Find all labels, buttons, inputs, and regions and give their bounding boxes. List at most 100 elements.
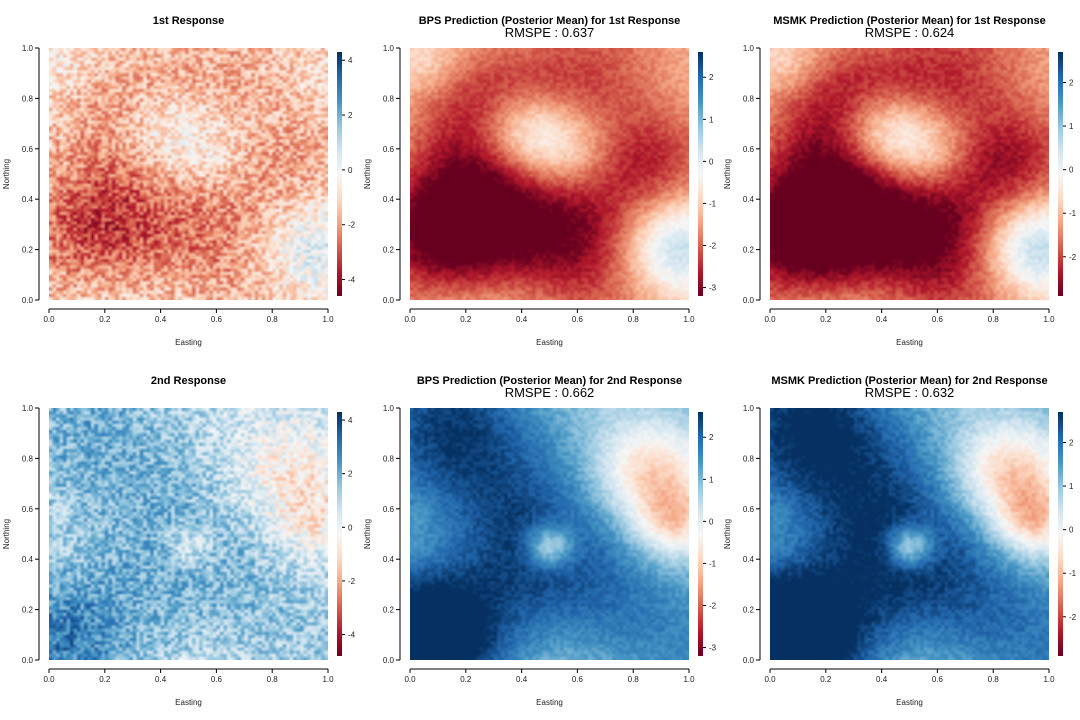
y-tick-label: 0.8 (743, 454, 755, 463)
x-axis-label: Easting (536, 338, 563, 347)
y-tick-label: 0.6 (22, 145, 34, 154)
x-axis-label: Easting (896, 338, 923, 347)
y-tick-label: 0.4 (743, 195, 755, 204)
colorbar-tick-label: 2 (709, 73, 714, 82)
y-tick-label: 0.4 (383, 555, 395, 564)
y-axis-label: Northing (723, 159, 732, 189)
x-tick-label: 0.6 (572, 675, 584, 684)
y-axis-label: Northing (723, 519, 732, 549)
heatmap-image (770, 408, 1049, 660)
x-axis-label: Easting (536, 698, 563, 707)
y-tick-label: 0.4 (383, 195, 395, 204)
y-tick-label: 0.8 (383, 454, 395, 463)
y-axis: 0.0 0.2 0.4 0.6 0.8 1.0 Northing (2, 44, 40, 305)
colorbar-gradient (1058, 52, 1063, 296)
y-tick-label: 1.0 (743, 44, 755, 53)
x-tick-label: 0.2 (460, 675, 472, 684)
x-tick-label: 1.0 (322, 675, 334, 684)
colorbar-tick-label: 0 (1069, 166, 1074, 175)
x-tick-label: 0.4 (155, 315, 167, 324)
y-tick-label: 1.0 (383, 44, 395, 53)
colorbar-tick-label: 2 (709, 433, 714, 442)
colorbar-tick-label: -3 (709, 284, 717, 293)
colorbar-tick-label: -4 (348, 276, 356, 285)
colorbar-tick-label: -3 (709, 644, 717, 653)
x-tick-label: 0.8 (988, 315, 1000, 324)
x-tick-label: 1.0 (1043, 675, 1055, 684)
panel-title: 1st Response (153, 15, 225, 27)
x-axis: 0.0 0.2 0.4 0.6 0.8 1.0 Easting (43, 308, 334, 347)
colorbar: -2 -1 0 1 2 (1058, 412, 1077, 656)
x-axis: 0.0 0.2 0.4 0.6 0.8 1.0 Easting (404, 668, 695, 707)
x-tick-label: 0.0 (43, 675, 55, 684)
y-tick-label: 0.0 (383, 296, 395, 305)
y-axis: 0.0 0.2 0.4 0.6 0.8 1.0 Northing (363, 44, 401, 305)
colorbar-tick-label: 1 (709, 475, 714, 484)
x-axis: 0.0 0.2 0.4 0.6 0.8 1.0 Easting (764, 668, 1055, 707)
x-axis-label: Easting (175, 338, 202, 347)
y-tick-label: 0.6 (743, 145, 755, 154)
colorbar-tick-label: 1 (709, 115, 714, 124)
x-tick-label: 0.4 (155, 675, 167, 684)
x-tick-label: 0.6 (932, 675, 944, 684)
heatmap-image (410, 48, 689, 300)
y-axis-label: Northing (363, 159, 372, 189)
colorbar-tick-label: 2 (1069, 439, 1074, 448)
y-tick-label: 0.6 (743, 505, 755, 514)
panel-subtitle: RMSPE : 0.637 (505, 25, 595, 40)
panel-2: BPS Prediction (Posterior Mean) for 1st … (363, 15, 717, 347)
colorbar-tick-label: -1 (1069, 209, 1077, 218)
y-tick-label: 0.0 (743, 296, 755, 305)
y-tick-label: 0.4 (22, 195, 34, 204)
x-tick-label: 0.8 (628, 675, 640, 684)
y-tick-label: 0.0 (22, 656, 34, 665)
panel-title: BPS Prediction (Posterior Mean) for 2nd … (417, 375, 682, 387)
colorbar-tick-label: 0 (348, 166, 353, 175)
heatmap-image (49, 408, 328, 660)
x-tick-label: 1.0 (322, 315, 334, 324)
x-tick-label: 1.0 (683, 315, 695, 324)
panel-5: BPS Prediction (Posterior Mean) for 2nd … (363, 375, 717, 707)
x-tick-label: 0.2 (820, 315, 832, 324)
colorbar-tick-label: 4 (348, 416, 353, 425)
y-tick-label: 0.2 (743, 606, 755, 615)
x-tick-label: 0.0 (404, 675, 416, 684)
y-axis: 0.0 0.2 0.4 0.6 0.8 1.0 Northing (723, 404, 761, 665)
y-tick-label: 1.0 (22, 44, 34, 53)
y-tick-label: 1.0 (22, 404, 34, 413)
y-axis-label: Northing (2, 519, 11, 549)
colorbar-tick-label: -2 (709, 602, 717, 611)
y-axis-label: Northing (363, 519, 372, 549)
y-tick-label: 0.2 (743, 246, 755, 255)
x-tick-label: 0.2 (99, 315, 111, 324)
colorbar-tick-label: 2 (348, 470, 353, 479)
y-tick-label: 1.0 (743, 404, 755, 413)
y-axis-label: Northing (2, 159, 11, 189)
colorbar-tick-label: 0 (348, 523, 353, 532)
y-tick-label: 0.6 (383, 505, 395, 514)
y-tick-label: 0.0 (22, 296, 34, 305)
x-tick-label: 0.6 (211, 315, 223, 324)
colorbar-tick-label: -2 (1069, 253, 1077, 262)
x-tick-label: 0.6 (211, 675, 223, 684)
y-tick-label: 0.8 (383, 94, 395, 103)
colorbar: -4 -2 0 2 4 (337, 52, 356, 296)
x-tick-label: 1.0 (683, 675, 695, 684)
x-axis-label: Easting (896, 698, 923, 707)
panel-subtitle: RMSPE : 0.632 (865, 385, 955, 400)
colorbar-tick-label: 0 (709, 157, 714, 166)
x-tick-label: 0.2 (460, 315, 472, 324)
heatmap-image (770, 48, 1049, 300)
y-tick-label: 0.4 (743, 555, 755, 564)
x-tick-label: 0.6 (572, 315, 584, 324)
colorbar-tick-label: 0 (709, 517, 714, 526)
y-tick-label: 0.6 (22, 505, 34, 514)
y-tick-label: 0.8 (22, 94, 34, 103)
y-tick-label: 0.6 (383, 145, 395, 154)
colorbar-tick-label: -1 (709, 559, 717, 568)
colorbar-gradient (337, 52, 342, 296)
x-axis: 0.0 0.2 0.4 0.6 0.8 1.0 Easting (404, 308, 695, 347)
y-tick-label: 0.0 (743, 656, 755, 665)
